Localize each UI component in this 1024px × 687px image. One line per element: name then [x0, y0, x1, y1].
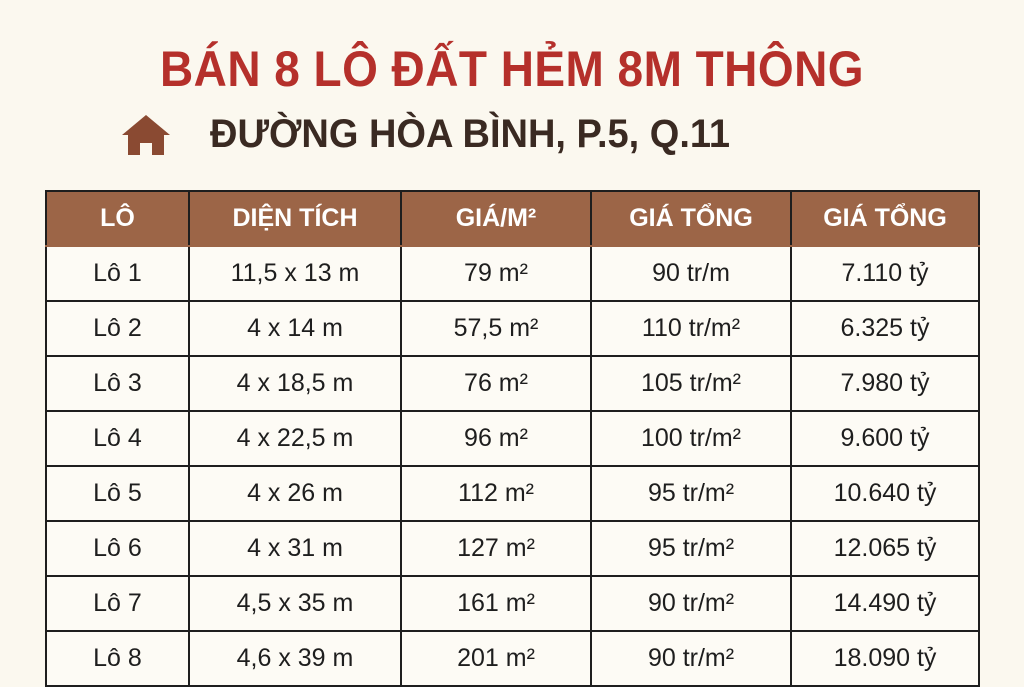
table-cell: 4 x 14 m	[188, 300, 402, 357]
table-cell: 9.600 tỷ	[790, 410, 980, 467]
table-row: Lô 8 4,6 x 39 m 201 m² 90 tr/m² 18.090 tỷ	[45, 630, 980, 687]
table-cell: Lô 7	[45, 575, 190, 632]
table-cell: 4 x 22,5 m	[188, 410, 402, 467]
table-cell: 4 x 26 m	[188, 465, 402, 522]
house-icon	[122, 114, 170, 155]
table-cell: 76 m²	[400, 355, 592, 412]
table-cell: 7.980 tỷ	[790, 355, 980, 412]
table-cell: 79 m²	[400, 245, 592, 302]
table-cell: Lô 3	[45, 355, 190, 412]
table-cell: 57,5 m²	[400, 300, 592, 357]
table-cell: 95 tr/m²	[590, 465, 792, 522]
table-cell: 90 tr/m²	[590, 630, 792, 687]
subtitle: ĐƯỜNG HÒA BÌNH, P.5, Q.11	[210, 112, 731, 156]
table-cell: Lô 1	[45, 245, 190, 302]
table-row: Lô 1 11,5 x 13 m 79 m² 90 tr/m 7.110 tỷ	[45, 245, 980, 302]
column-header: GIÁ/M²	[400, 190, 592, 247]
table-cell: 4 x 31 m	[188, 520, 402, 577]
column-header: LÔ	[45, 190, 190, 247]
table-cell: 4 x 18,5 m	[188, 355, 402, 412]
table-cell: 7.110 tỷ	[790, 245, 980, 302]
table-cell: 4,6 x 39 m	[188, 630, 402, 687]
table-cell: Lô 8	[45, 630, 190, 687]
table-cell: 10.640 tỷ	[790, 465, 980, 522]
table-cell: Lô 4	[45, 410, 190, 467]
table-header: LÔ DIỆN TÍCH GIÁ/M² GIÁ TỔNG GIÁ TỔNG	[45, 190, 980, 247]
table-cell: 90 tr/m	[590, 245, 792, 302]
subtitle-row: ĐƯỜNG HÒA BÌNH, P.5, Q.11	[120, 112, 757, 157]
table-cell: 95 tr/m²	[590, 520, 792, 577]
table-cell: 6.325 tỷ	[790, 300, 980, 357]
table-cell: 14.490 tỷ	[790, 575, 980, 632]
table-cell: 112 m²	[400, 465, 592, 522]
table-row: Lô 7 4,5 x 35 m 161 m² 90 tr/m² 14.490 tỷ	[45, 575, 980, 632]
table-cell: Lô 6	[45, 520, 190, 577]
table-cell: 110 tr/m²	[590, 300, 792, 357]
table-cell: 161 m²	[400, 575, 592, 632]
table-cell: 201 m²	[400, 630, 592, 687]
table-cell: 11,5 x 13 m	[188, 245, 402, 302]
table-cell: 96 m²	[400, 410, 592, 467]
table-cell: 4,5 x 35 m	[188, 575, 402, 632]
table-cell: 100 tr/m²	[590, 410, 792, 467]
column-header: GIÁ TỔNG	[790, 190, 980, 247]
table-cell: 12.065 tỷ	[790, 520, 980, 577]
table-cell: 90 tr/m²	[590, 575, 792, 632]
column-header: DIỆN TÍCH	[188, 190, 402, 247]
table-cell: Lô 2	[45, 300, 190, 357]
table-cell: 127 m²	[400, 520, 592, 577]
table-cell: 18.090 tỷ	[790, 630, 980, 687]
column-header: GIÁ TỔNG	[590, 190, 792, 247]
table-cell: 105 tr/m²	[590, 355, 792, 412]
lot-table: LÔ DIỆN TÍCH GIÁ/M² GIÁ TỔNG GIÁ TỔNG Lô 1 11…	[45, 190, 980, 687]
page-title: BÁN 8 LÔ ĐẤT HẺM 8M THÔNG	[159, 41, 865, 97]
table-cell: Lô 5	[45, 465, 190, 522]
